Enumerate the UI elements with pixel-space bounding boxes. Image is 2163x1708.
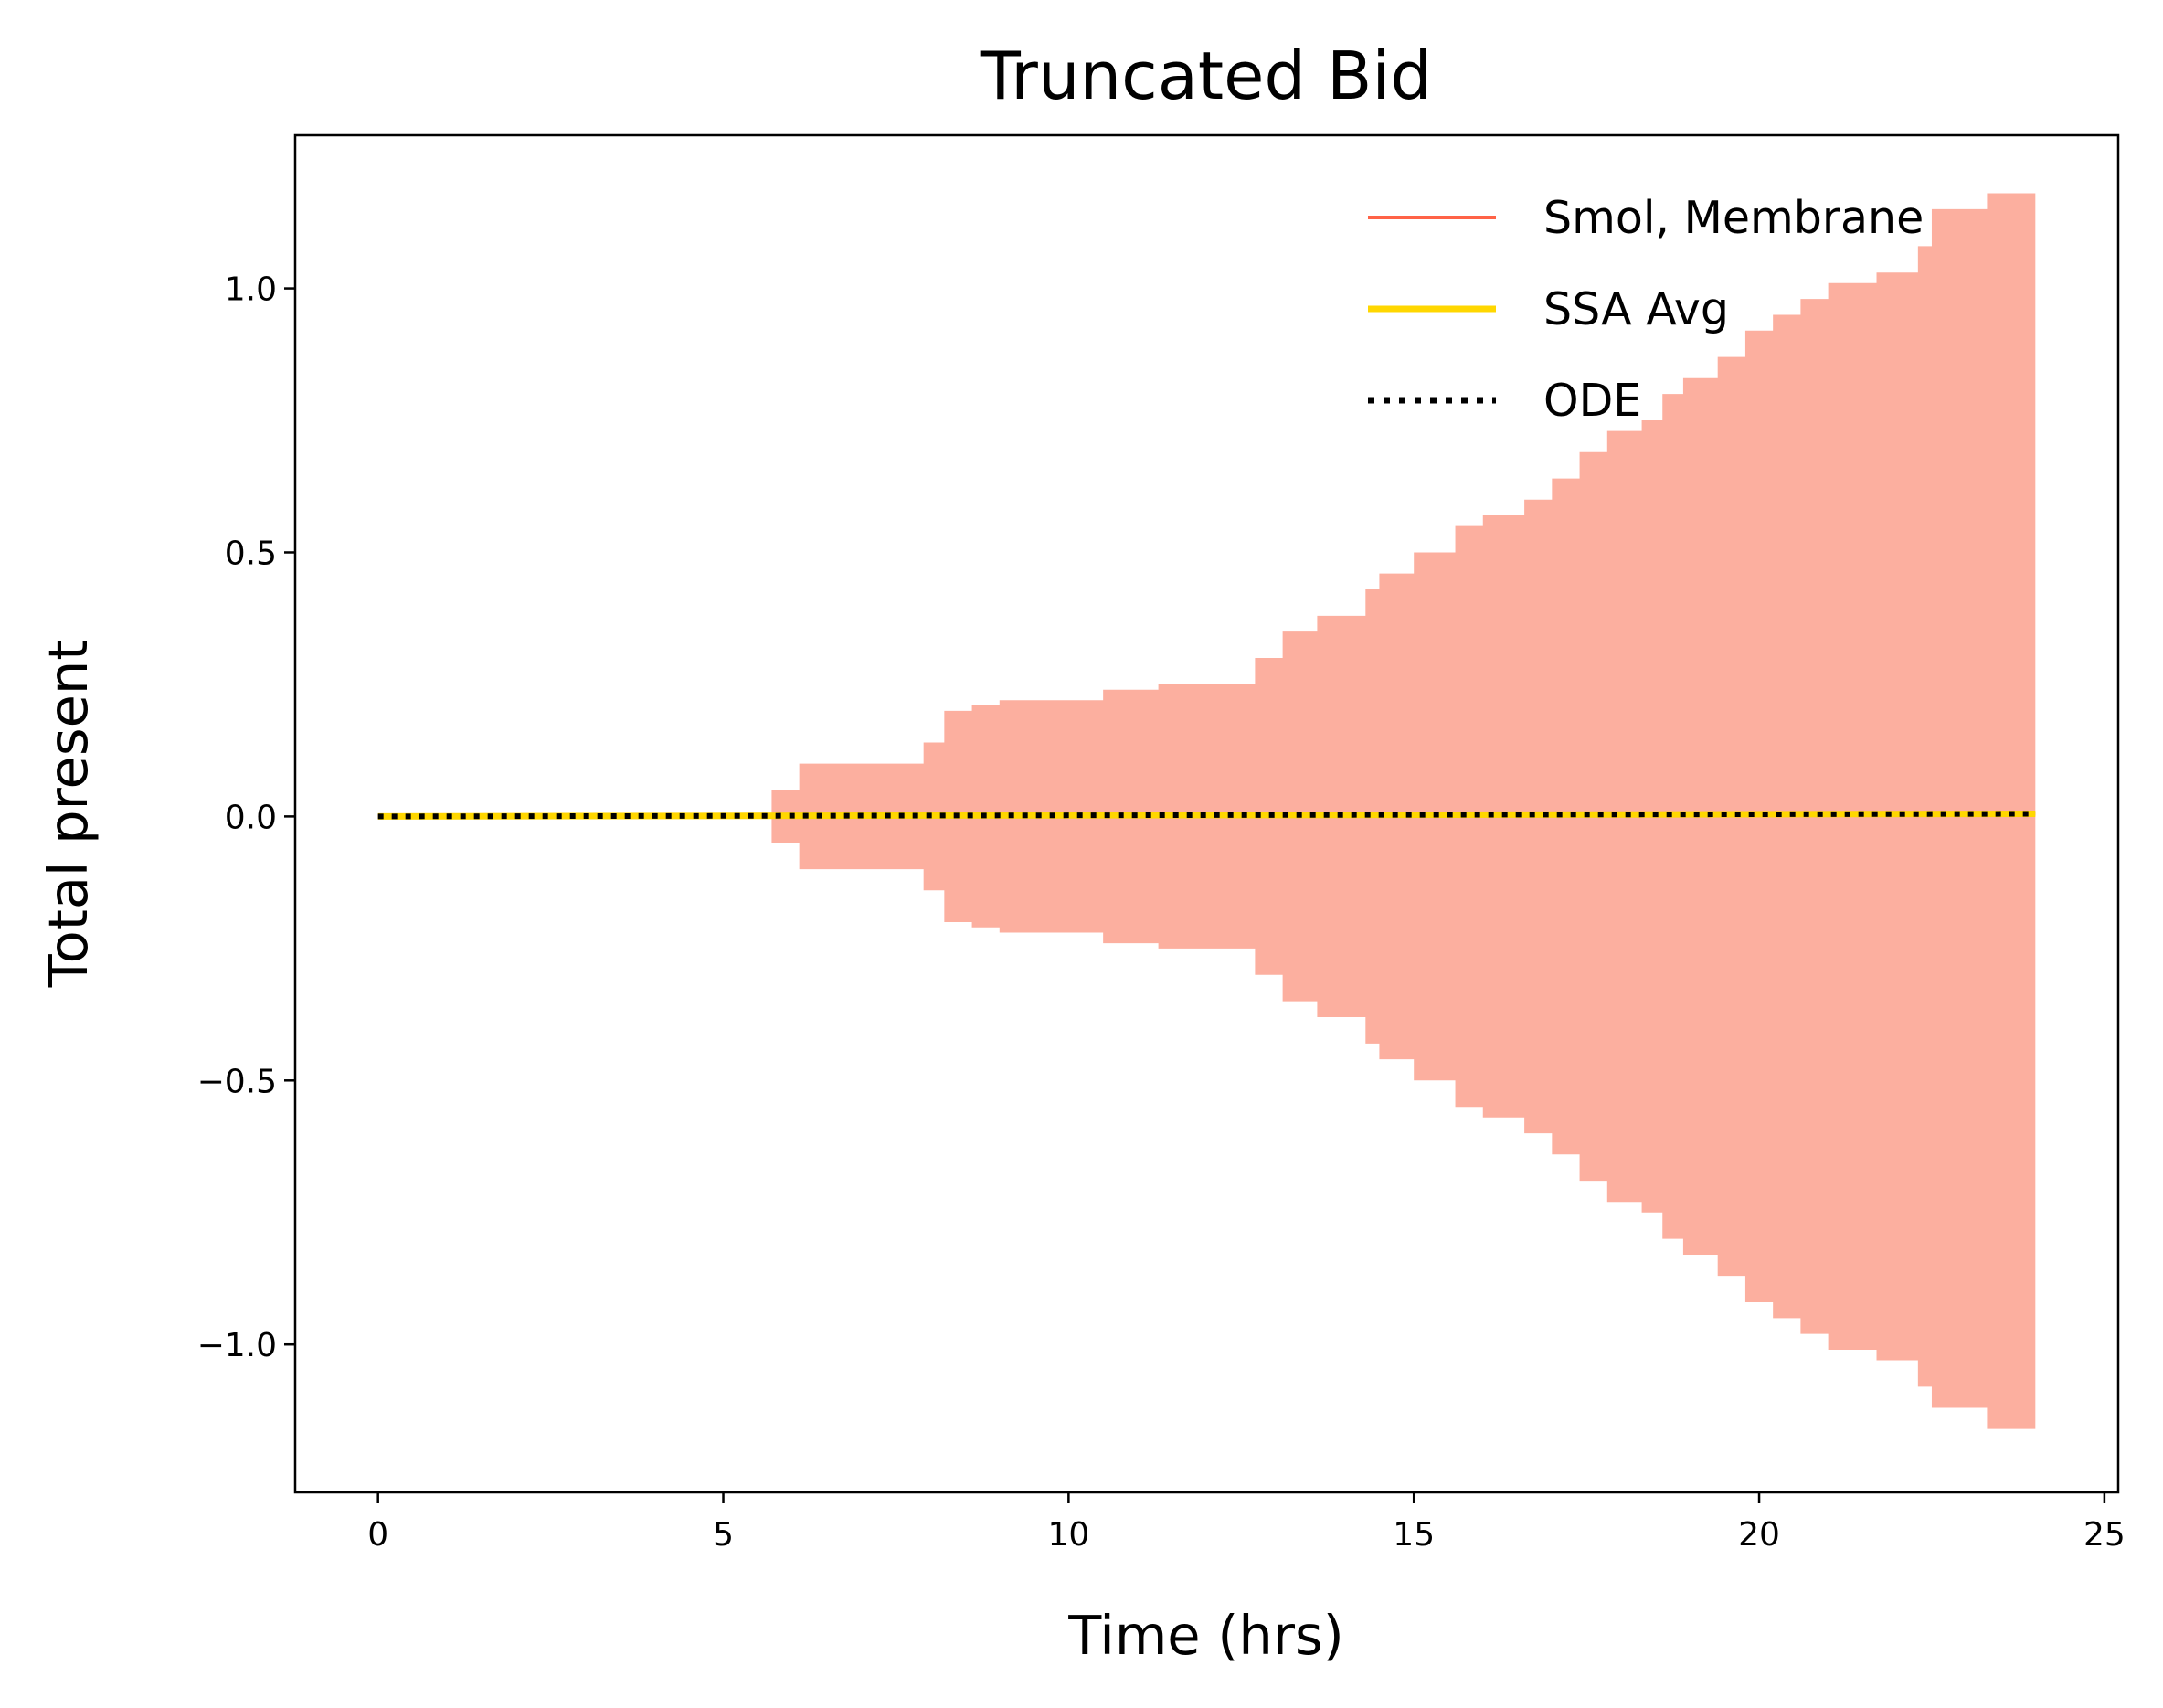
y-axis-ticks: 1.0 0.5 0.0 −0.5 −1.0 bbox=[197, 271, 295, 1364]
x-tick-label: 10 bbox=[1047, 1516, 1089, 1554]
x-tick-label: 20 bbox=[1738, 1516, 1780, 1554]
y-tick-label: 0.5 bbox=[225, 535, 277, 572]
smol-membrane-variance-band bbox=[377, 193, 2036, 1429]
y-tick-label: 1.0 bbox=[225, 271, 277, 309]
plot-area-frame bbox=[293, 133, 2120, 1494]
legend-label-ssa: SSA Avg bbox=[1543, 283, 1729, 335]
variance-band-layer bbox=[377, 193, 2036, 1429]
ode-line bbox=[377, 811, 2036, 820]
chart-title: Truncated Bid bbox=[980, 37, 1432, 114]
x-tick-label: 25 bbox=[2083, 1516, 2126, 1554]
x-tick-label: 5 bbox=[713, 1516, 734, 1554]
x-tick-label: 0 bbox=[367, 1516, 388, 1554]
legend-label-ode: ODE bbox=[1543, 375, 1641, 427]
y-tick-label: −0.5 bbox=[197, 1063, 277, 1100]
x-tick-label: 15 bbox=[1393, 1516, 1435, 1554]
legend: Smol, Membrane SSA Avg ODE bbox=[1368, 192, 1924, 427]
x-axis-label: Time (hrs) bbox=[1067, 1604, 1344, 1667]
series-line-layer bbox=[377, 811, 2036, 820]
legend-item-ssa: SSA Avg bbox=[1368, 283, 1729, 335]
legend-label-smol: Smol, Membrane bbox=[1543, 192, 1924, 244]
y-tick-label: 0.0 bbox=[225, 799, 277, 836]
legend-item-ode: ODE bbox=[1368, 375, 1641, 427]
x-axis-ticks: 0 5 10 15 20 25 bbox=[367, 1492, 2126, 1554]
y-axis-label: Total present bbox=[37, 640, 100, 989]
legend-item-smol: Smol, Membrane bbox=[1368, 192, 1924, 244]
y-tick-label: −1.0 bbox=[197, 1327, 277, 1364]
